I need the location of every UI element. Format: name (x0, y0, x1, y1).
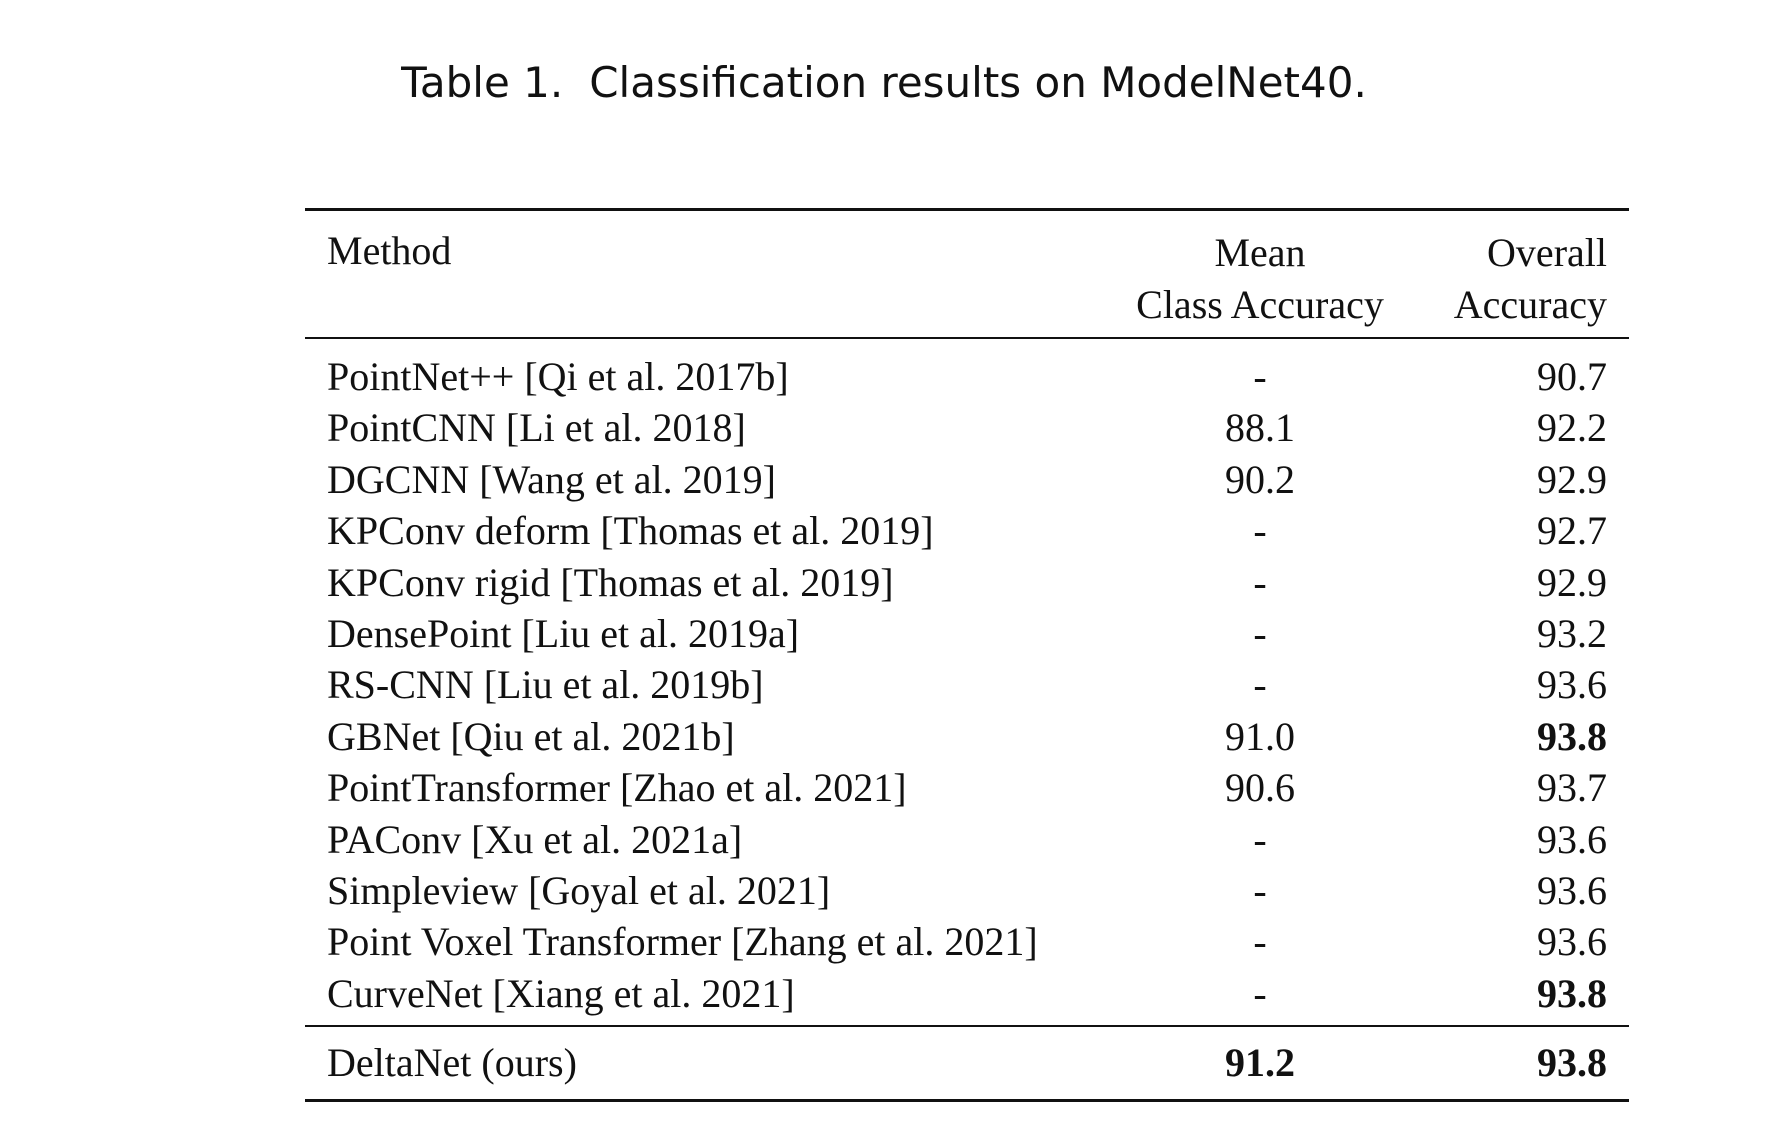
table-row: PointCNN [Li et al. 2018] 88.1 92.2 (305, 402, 1629, 453)
cell-mean-accuracy: 91.2 (1225, 1040, 1295, 1086)
cell-mean-accuracy: - (1253, 354, 1267, 399)
top-rule (305, 208, 1629, 211)
table-row: PointTransformer [Zhao et al. 2021] 90.6 9… (305, 762, 1629, 813)
cell-mean-accuracy: 90.6 (1225, 765, 1295, 811)
cell-method: PointNet++ [Qi et al. 2017b] (327, 354, 789, 399)
header-overall-line1: Overall (1487, 230, 1607, 275)
header-method: Method (327, 228, 452, 273)
cell-method: RS-CNN [Liu et al. 2019b] (327, 662, 764, 708)
cell-overall-accuracy: 93.2 (1537, 610, 1607, 656)
cell-overall-accuracy: 92.7 (1537, 508, 1607, 554)
table-row: DGCNN [Wang et al. 2019] 90.2 92.9 (305, 454, 1629, 505)
cell-overall-accuracy: 93.7 (1537, 765, 1607, 811)
cell-mean-accuracy: - (1253, 816, 1267, 862)
table-number: Table 1. (401, 58, 564, 107)
cell-method: KPConv rigid [Thomas et al. 2019] (327, 559, 894, 605)
cell-method: PAConv [Xu et al. 2021a] (327, 816, 743, 862)
table-row: CurveNet [Xiang et al. 2021] - 93.8 (305, 968, 1629, 1019)
cell-mean-accuracy: - (1253, 610, 1267, 656)
cell-method: DeltaNet (ours) (327, 1040, 577, 1086)
cell-method: KPConv deform [Thomas et al. 2019] (327, 508, 934, 554)
table-caption: Table 1. Classification results on ModelN… (0, 58, 1768, 107)
final-rule (305, 1025, 1629, 1028)
cell-method: PointTransformer [Zhao et al. 2021] (327, 765, 907, 811)
header-mean-line1: Mean (1214, 230, 1306, 275)
cell-overall-accuracy: 93.6 (1537, 867, 1607, 913)
table-row: PointNet++ [Qi et al. 2017b] - 90.7 (305, 351, 1629, 402)
cell-overall-accuracy: 93.6 (1537, 816, 1607, 862)
table-row: Point Voxel Transformer [Zhang et al. 20… (305, 916, 1629, 967)
cell-method: PointCNN [Li et al. 2018] (327, 405, 746, 451)
header-mean-line2: Class Accuracy (1136, 282, 1384, 327)
cell-method: CurveNet [Xiang et al. 2021] (327, 970, 795, 1016)
header-rule (305, 337, 1629, 339)
cell-overall-accuracy: 93.6 (1537, 919, 1607, 965)
cell-method: GBNet [Qiu et al. 2021b] (327, 713, 735, 759)
cell-mean-accuracy: 91.0 (1225, 713, 1295, 759)
table-row: KPConv rigid [Thomas et al. 2019] - 92.9 (305, 557, 1629, 608)
cell-overall-accuracy: 92.9 (1537, 559, 1607, 605)
cell-mean-accuracy: - (1253, 867, 1267, 913)
cell-mean-accuracy: 90.2 (1225, 456, 1295, 502)
cell-overall-accuracy: 93.6 (1537, 662, 1607, 708)
cell-method: DensePoint [Liu et al. 2019a] (327, 610, 800, 656)
header-mean-class-accuracy: Mean Class Accuracy (1120, 227, 1400, 331)
cell-overall-accuracy: 93.8 (1537, 970, 1607, 1016)
cell-mean-accuracy: - (1253, 919, 1267, 965)
cell-mean-accuracy: 88.1 (1225, 405, 1295, 451)
cell-method: Simpleview [Goyal et al. 2021] (327, 867, 831, 913)
cell-overall-accuracy: 92.9 (1537, 456, 1607, 502)
cell-method: Point Voxel Transformer [Zhang et al. 20… (327, 919, 1038, 965)
table-row-ours: DeltaNet (ours) 91.2 93.8 (305, 1027, 1629, 1099)
table-row: PAConv [Xu et al. 2021a] - 93.6 (305, 814, 1629, 865)
cell-mean-accuracy: - (1253, 662, 1267, 708)
cell-mean-accuracy: - (1253, 559, 1267, 605)
results-table: Method Mean Class Accuracy Overall Accur… (305, 208, 1629, 1103)
table-row: RS-CNN [Liu et al. 2019b] - 93.6 (305, 659, 1629, 710)
bottom-rule (305, 1099, 1629, 1103)
table-row: KPConv deform [Thomas et al. 2019] - 92.7 (305, 505, 1629, 556)
cell-overall-accuracy: 92.2 (1537, 405, 1607, 451)
header-overall-accuracy: Overall Accuracy (1454, 227, 1607, 331)
table-body: PointNet++ [Qi et al. 2017b] -90.7 PointCN… (305, 339, 1629, 1025)
cell-overall-accuracy: 93.8 (1537, 713, 1607, 759)
cell-method: DGCNN [Wang et al. 2019] (327, 456, 776, 502)
cell-overall-accuracy: 90.7 (1537, 354, 1607, 399)
cell-mean-accuracy: - (1253, 970, 1267, 1016)
cell-overall-accuracy: 93.8 (1537, 1040, 1607, 1086)
cell-mean-accuracy: - (1253, 508, 1267, 554)
table-header: Method Mean Class Accuracy Overall Accur… (305, 211, 1629, 337)
table-row: Simpleview [Goyal et al. 2021] - 93.6 (305, 865, 1629, 916)
table-row: GBNet [Qiu et al. 2021b] 91.0 93.8 (305, 711, 1629, 762)
table-row: DensePoint [Liu et al. 2019a] - 93.2 (305, 608, 1629, 659)
header-overall-line2: Accuracy (1453, 282, 1607, 327)
caption-text: Classification results on ModelNet40. (589, 58, 1367, 107)
